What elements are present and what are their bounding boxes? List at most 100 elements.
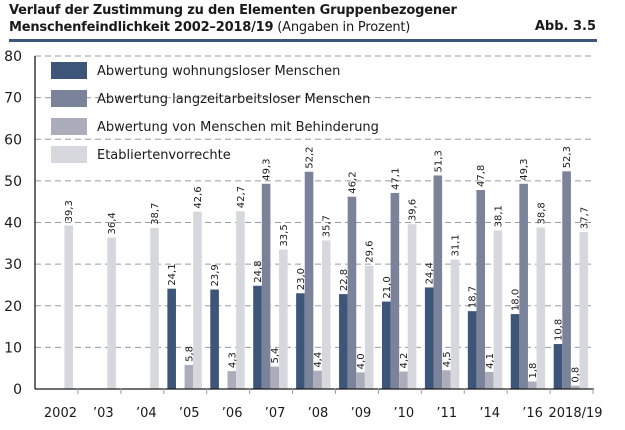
bar: [279, 249, 288, 389]
y-tick-label: 70: [4, 91, 22, 107]
legend-swatch: [51, 146, 87, 163]
bar-value-label: 38,7: [150, 203, 161, 225]
bar: [433, 175, 443, 389]
bar-value-label: 33,5: [279, 224, 290, 246]
bar-value-label: 4,4: [313, 352, 324, 368]
bar: [467, 311, 477, 389]
bar: [399, 371, 408, 389]
bar-value-label: 5,8: [184, 346, 195, 362]
y-tick-label: 60: [4, 132, 22, 148]
bar: [553, 344, 563, 389]
bar: [227, 371, 237, 389]
title-rule: [9, 39, 597, 42]
x-tick-label: ’04: [136, 406, 157, 421]
bar-value-label: 10,8: [553, 319, 564, 341]
legend-label: Abwertung wohnungsloser Menschen: [97, 64, 340, 79]
title-line-2-unit: (Angaben in Prozent): [273, 20, 411, 35]
bar-value-label: 23,9: [210, 264, 221, 286]
title-line-1: Verlauf der Zustimmung zu den Elementen …: [9, 3, 457, 18]
bar-value-label: 4,0: [356, 353, 367, 369]
value-labels: 24,1 23,9 24,8 23,0 22,8 21,0 24,4 18,7 18,0 10,8…: [64, 146, 590, 383]
bar: [381, 301, 391, 389]
legend-label: Abwertung von Menschen mit Behinderung: [97, 120, 379, 135]
bar: [424, 287, 434, 389]
legend: Abwertung wohnungsloser Menschen Abwertun…: [51, 62, 379, 163]
bar: [450, 259, 460, 389]
bar-value-label: 35,7: [322, 215, 333, 237]
legend-swatch: [51, 90, 87, 107]
bar: [321, 240, 331, 389]
x-tick-label: 2002: [44, 406, 77, 421]
bar: [510, 314, 520, 389]
bar: [536, 227, 546, 389]
bar: [579, 232, 589, 389]
bar: [562, 171, 571, 389]
bar-value-label: 18,0: [511, 289, 522, 311]
x-tick-label: ’11: [436, 406, 457, 421]
y-tick-label: 20: [4, 299, 22, 315]
bar-value-label: 47,1: [390, 168, 401, 190]
y-axis-ticks: 0 10 20 30 40 50 60 70 80: [4, 49, 22, 398]
bar: [150, 227, 159, 389]
bar-value-label: 4,2: [399, 353, 410, 369]
bar: [442, 370, 451, 389]
legend-swatch: [51, 118, 87, 135]
bar: [390, 192, 400, 389]
bar: [364, 265, 374, 389]
bar: [519, 183, 528, 389]
bar-value-label: 1,8: [528, 363, 539, 379]
bar: [261, 183, 271, 389]
bar-value-label: 24,8: [253, 261, 264, 283]
bar-value-label: 37,7: [579, 207, 590, 229]
figure-label: Abb. 3.5: [534, 19, 596, 34]
bar: [107, 237, 116, 389]
legend-label: Abwertung langzeitarbeitsloser Menschen: [97, 92, 370, 107]
bar-value-label: 39,3: [64, 200, 75, 222]
bar: [570, 385, 580, 389]
bar-value-label: 51,3: [433, 150, 444, 172]
x-tick-label: ’10: [394, 406, 415, 421]
bar: [339, 294, 348, 389]
x-tick-label: ’08: [308, 406, 329, 421]
bar-value-label: 31,1: [451, 234, 462, 256]
bar-value-label: 23,0: [296, 268, 307, 290]
title-line-2: Menschenfeindlichkeit 2002–2018/19 (Anga…: [9, 19, 457, 36]
bar-value-label: 39,6: [408, 199, 419, 221]
bar: [64, 225, 73, 389]
bar-value-label: 38,1: [493, 205, 504, 227]
bar-value-label: 4,3: [227, 352, 238, 368]
bar: [356, 372, 365, 389]
x-tick-label: ’07: [265, 406, 286, 421]
bar: [193, 211, 202, 389]
bar-value-label: 29,6: [365, 241, 376, 263]
bar-value-label: 21,0: [382, 276, 393, 298]
bar: [407, 224, 417, 389]
x-tick-label: ’09: [351, 406, 372, 421]
bar-value-label: 22,8: [339, 269, 350, 291]
x-tick-label: 2018/19: [549, 406, 603, 421]
x-tick-label: ’05: [179, 406, 200, 421]
y-tick-label: 40: [4, 216, 22, 232]
bar-value-label: 24,4: [425, 262, 436, 284]
x-axis-ticks: 2002 ’03 ’04 ’05 ’06 ’07 ’08 ’09 ’10 ’11 ’14 ’16 201…: [44, 388, 603, 421]
y-tick-label: 10: [4, 340, 22, 356]
bar: [347, 196, 357, 389]
bar-value-label: 18,7: [468, 286, 479, 308]
x-tick-label: ’16: [522, 406, 543, 421]
bar-value-label: 38,8: [536, 202, 547, 224]
bar: [184, 364, 194, 389]
bar-value-label: 47,8: [476, 165, 487, 187]
axes: [34, 56, 594, 390]
legend-label: Etabliertenvorrechte: [97, 148, 231, 163]
bar: [210, 289, 219, 389]
bar-value-label: 52,3: [562, 146, 573, 168]
title-line-2-bold: Menschenfeindlichkeit 2002–2018/19: [9, 20, 274, 35]
bar: [270, 366, 280, 389]
bar: [296, 293, 305, 389]
bar: [167, 288, 176, 389]
chart-title: Verlauf der Zustimmung zu den Elementen …: [9, 2, 457, 36]
bars: [64, 171, 589, 389]
bar-value-label: 49,3: [519, 159, 530, 181]
bar-value-label: 5,4: [270, 348, 281, 364]
bar-value-label: 42,7: [236, 186, 247, 208]
